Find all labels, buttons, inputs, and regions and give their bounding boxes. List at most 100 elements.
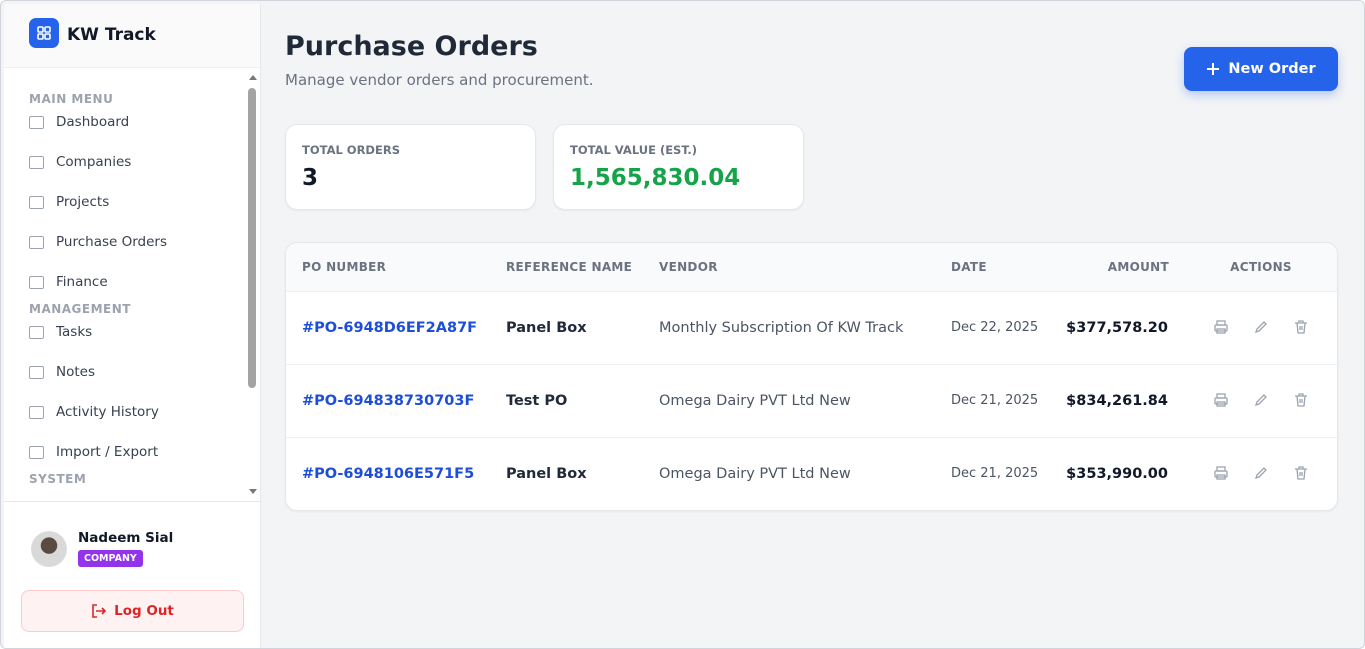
table-row: #PO-694838730703F Test PO Omega Dairy PVT … (286, 364, 1337, 437)
table-cell: Omega Dairy PVT Ltd New (659, 466, 851, 482)
menu-item[interactable]: Dashboard (29, 114, 129, 130)
table-cell: Omega Dairy PVT Ltd New (659, 393, 851, 409)
role-badge: COMPANY (78, 550, 143, 567)
logout-label: Log Out (114, 603, 174, 619)
menu-item[interactable]: Purchase Orders (29, 234, 167, 250)
logout-button[interactable]: Log Out (21, 590, 244, 632)
menu-label: Tasks (56, 324, 93, 340)
table-cell: $834,261.84 (1066, 393, 1168, 409)
edit-button[interactable] (1253, 465, 1269, 481)
action-icon (1214, 393, 1228, 407)
menu-heading: MANAGEMENT (29, 302, 131, 316)
menu-item[interactable]: Notes (29, 364, 95, 380)
po-link[interactable]: #PO-6948106E571F5 (302, 466, 475, 482)
action-icon (1214, 320, 1228, 334)
menu-icon (29, 405, 44, 419)
orders-table: PO NUMBER REFERENCE NAME VENDOR DATE AMOUNT A… (285, 242, 1338, 511)
menu-label: Notes (56, 364, 95, 380)
action-icon (1214, 466, 1228, 480)
print-button[interactable] (1213, 465, 1229, 481)
menu-item[interactable]: Projects (29, 194, 109, 210)
logo (29, 18, 59, 48)
menu-label: Import / Export (56, 444, 159, 460)
stat-value: 3 (302, 165, 319, 191)
stat-label: TOTAL ORDERS (302, 143, 400, 157)
action-icon (1254, 467, 1267, 480)
menu-icon (29, 365, 44, 379)
menu-icon (29, 445, 44, 459)
menu-icon (29, 115, 44, 129)
stat-label: TOTAL VALUE (EST.) (570, 143, 698, 157)
menu-item[interactable]: Activity History (29, 404, 159, 420)
menu-label: Activity History (56, 404, 159, 420)
logout-icon (92, 604, 107, 618)
menu-heading: SYSTEM (29, 472, 87, 486)
menu-item[interactable]: Companies (29, 154, 131, 170)
stat-card: TOTAL ORDERS 3 (285, 124, 536, 210)
logo-icon (37, 26, 51, 40)
menu-item[interactable]: Finance (29, 274, 108, 290)
sidebar: KW Track MAIN MENU Dashboard Companies Proj… (4, 4, 261, 648)
action-icon (1254, 321, 1267, 334)
menu-icon (29, 325, 44, 339)
table-cell: Dec 21, 2025 (951, 466, 1039, 481)
brand-name: KW Track (67, 25, 156, 45)
action-icon (1295, 393, 1307, 407)
table-cell: Dec 22, 2025 (951, 320, 1039, 335)
menu-label: Dashboard (56, 114, 130, 130)
action-icon (1295, 320, 1307, 334)
user-name: Nadeem Sial (78, 530, 174, 546)
new-order-button[interactable]: New Order (1184, 47, 1338, 91)
edit-button[interactable] (1253, 319, 1269, 335)
menu-label: Companies (56, 154, 132, 170)
table-cell: $353,990.00 (1066, 466, 1168, 482)
plus-icon (1207, 63, 1220, 75)
column-header: AMOUNT (1107, 260, 1169, 274)
brand: KW Track (4, 4, 260, 68)
table-header: PO NUMBER REFERENCE NAME VENDOR DATE AMOUNT A… (286, 243, 1337, 291)
avatar (31, 531, 67, 567)
main: Purchase Orders Manage vendor orders and… (261, 1, 1364, 648)
delete-button[interactable] (1293, 319, 1309, 335)
action-icon (1295, 466, 1307, 480)
nav: MAIN MENU Dashboard Companies Projects Purch… (4, 68, 260, 502)
action-icon (1254, 394, 1267, 407)
print-button[interactable] (1213, 392, 1229, 408)
table-row: #PO-6948106E571F5 Panel Box Omega Dairy PV… (286, 437, 1337, 510)
scroll-down[interactable] (248, 488, 258, 496)
table-cell: Test PO (506, 393, 568, 409)
menu-label: Purchase Orders (56, 234, 167, 250)
column-header: ACTIONS (1230, 260, 1292, 274)
table-cell: Panel Box (506, 466, 587, 482)
menu-icon (29, 235, 44, 249)
stat-card: TOTAL VALUE (EST.) 1,565,830.04 (553, 124, 804, 210)
menu-icon (29, 155, 44, 169)
print-button[interactable] (1213, 319, 1229, 335)
table-row: #PO-6948D6EF2A87F Panel Box Monthly Subscr… (286, 291, 1337, 364)
menu-label: Finance (56, 274, 108, 290)
stat-value: 1,565,830.04 (570, 165, 741, 191)
menu-item[interactable]: Import / Export (29, 444, 158, 460)
delete-button[interactable] (1293, 392, 1309, 408)
menu-item[interactable]: Tasks (29, 324, 92, 340)
column-header: REFERENCE NAME (506, 260, 633, 274)
new-order-label: New Order (1228, 61, 1316, 77)
column-header: DATE (951, 260, 987, 274)
table-cell: Monthly Subscription Of KW Track (659, 320, 904, 336)
menu-heading: MAIN MENU (29, 92, 114, 106)
page-title: Purchase Orders (285, 31, 538, 62)
po-link[interactable]: #PO-694838730703F (302, 393, 475, 409)
edit-button[interactable] (1253, 392, 1269, 408)
scrollbar (248, 88, 256, 388)
table-cell: Dec 21, 2025 (951, 393, 1039, 408)
delete-button[interactable] (1293, 465, 1309, 481)
po-link[interactable]: #PO-6948D6EF2A87F (302, 320, 478, 336)
column-header: PO NUMBER (302, 260, 387, 274)
menu-label: Projects (56, 194, 110, 210)
column-header: VENDOR (659, 260, 718, 274)
menu-icon (29, 275, 44, 289)
scroll-up[interactable] (248, 73, 258, 81)
table-cell: $377,578.20 (1066, 320, 1168, 336)
table-cell: Panel Box (506, 320, 587, 336)
